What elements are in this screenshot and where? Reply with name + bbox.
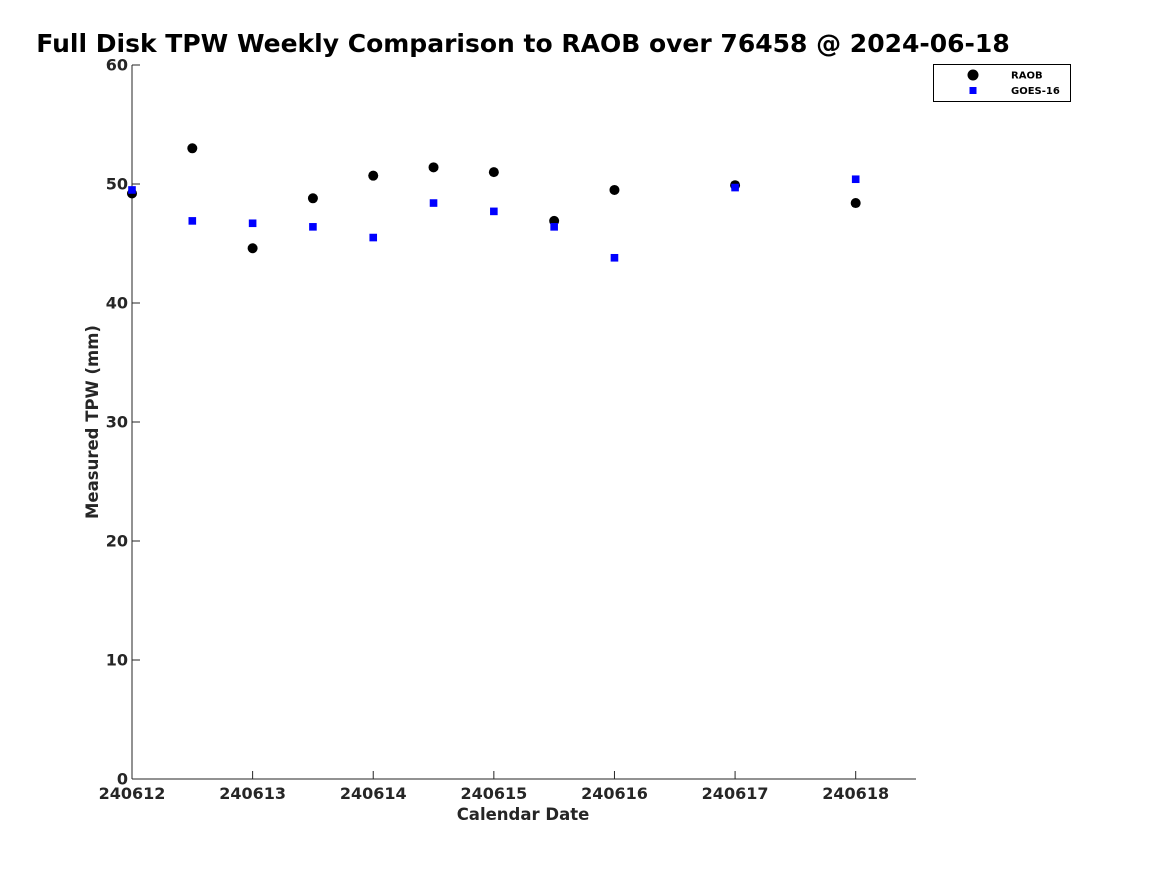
data-point-goes16 <box>610 253 619 262</box>
data-point-raob <box>368 170 379 181</box>
x-tick-label: 240614 <box>340 784 407 803</box>
y-tick-label: 10 <box>106 651 128 670</box>
data-point-goes16 <box>309 223 317 231</box>
x-axis-ticks: 240612 240613 240614 240615 240616 240617 2406… <box>99 771 889 803</box>
y-tick-label: 0 <box>117 770 128 789</box>
data-point-goes16 <box>248 219 257 228</box>
y-tick-label: 40 <box>106 294 128 313</box>
chart-title: Full Disk TPW Weekly Comparison to RAOB … <box>36 29 1009 58</box>
legend-marker-goes16 <box>969 87 977 94</box>
legend-label-raob: RAOB <box>1011 71 1043 82</box>
x-tick-label: 240613 <box>219 784 286 803</box>
y-axis-ticks: 0 10 20 30 40 50 60 <box>106 56 140 789</box>
y-axis-label: Measured TPW (mm) <box>83 325 102 519</box>
data-point-raob <box>850 198 861 209</box>
data-point-goes16 <box>128 186 136 194</box>
x-tick-label: 240618 <box>822 784 889 803</box>
y-tick-label: 50 <box>106 175 128 194</box>
data-point-goes16 <box>369 233 378 242</box>
x-tick-label: 240612 <box>99 784 166 803</box>
data-point-goes16 <box>851 175 860 184</box>
y-tick-label: 60 <box>106 56 128 75</box>
data-points <box>127 143 861 262</box>
y-tick-label: 20 <box>106 532 128 551</box>
data-point-raob <box>609 184 620 195</box>
x-axis-label: Calendar Date <box>457 805 590 824</box>
x-tick-label: 240616 <box>581 784 648 803</box>
data-point-raob <box>428 162 439 173</box>
legend-marker-raob <box>967 69 979 81</box>
data-point-goes16 <box>490 207 498 216</box>
data-point-raob <box>488 167 499 178</box>
data-point-goes16 <box>188 217 197 225</box>
data-point-goes16 <box>550 223 558 231</box>
legend-box <box>933 64 1071 102</box>
legend: RAOB GOES-16 <box>933 64 1071 102</box>
data-point-raob <box>187 143 198 154</box>
data-point-raob <box>247 243 258 254</box>
x-tick-label: 240615 <box>460 784 527 803</box>
x-tick-label: 240617 <box>702 784 769 803</box>
data-point-goes16 <box>731 183 739 192</box>
legend-label-goes16: GOES-16 <box>1011 86 1060 97</box>
data-point-raob <box>307 193 318 204</box>
data-point-goes16 <box>429 199 438 207</box>
y-tick-label: 30 <box>106 413 128 432</box>
